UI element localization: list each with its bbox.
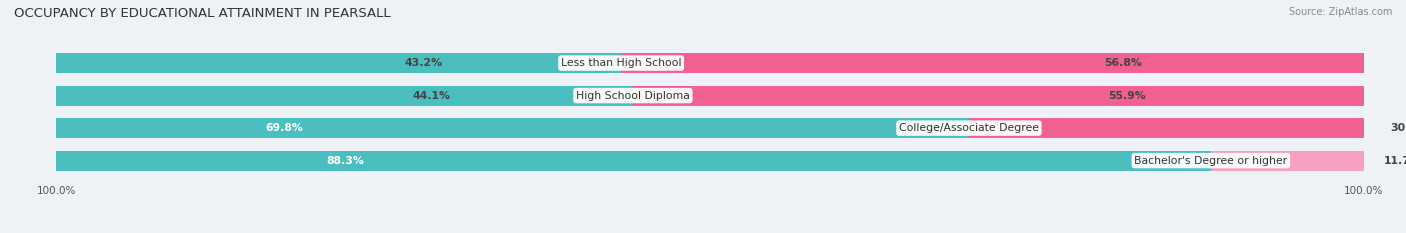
Text: 44.1%: 44.1% [412, 91, 450, 101]
Bar [1211, 151, 1364, 171]
Text: 43.2%: 43.2% [405, 58, 443, 68]
Text: Bachelor's Degree or higher: Bachelor's Degree or higher [1135, 156, 1288, 166]
Bar [633, 86, 1364, 106]
Text: 30.2%: 30.2% [1391, 123, 1406, 133]
Bar [56, 53, 1364, 73]
Legend: Owner-occupied, Renter-occupied: Owner-occupied, Renter-occupied [593, 230, 827, 233]
Text: College/Associate Degree: College/Associate Degree [898, 123, 1039, 133]
Text: High School Diploma: High School Diploma [576, 91, 690, 101]
Text: OCCUPANCY BY EDUCATIONAL ATTAINMENT IN PEARSALL: OCCUPANCY BY EDUCATIONAL ATTAINMENT IN P… [14, 7, 391, 20]
Text: 55.9%: 55.9% [1108, 91, 1146, 101]
Bar [56, 151, 1211, 171]
Text: 69.8%: 69.8% [266, 123, 304, 133]
Text: 88.3%: 88.3% [326, 156, 364, 166]
Bar [56, 86, 633, 106]
Bar [56, 53, 621, 73]
Text: 11.7%: 11.7% [1384, 156, 1406, 166]
Text: 56.8%: 56.8% [1104, 58, 1142, 68]
Text: Source: ZipAtlas.com: Source: ZipAtlas.com [1288, 7, 1392, 17]
Bar [56, 151, 1364, 171]
Bar [969, 118, 1364, 138]
Bar [56, 86, 1364, 106]
Bar [56, 118, 969, 138]
Bar [621, 53, 1364, 73]
Bar [56, 118, 1364, 138]
Text: Less than High School: Less than High School [561, 58, 682, 68]
